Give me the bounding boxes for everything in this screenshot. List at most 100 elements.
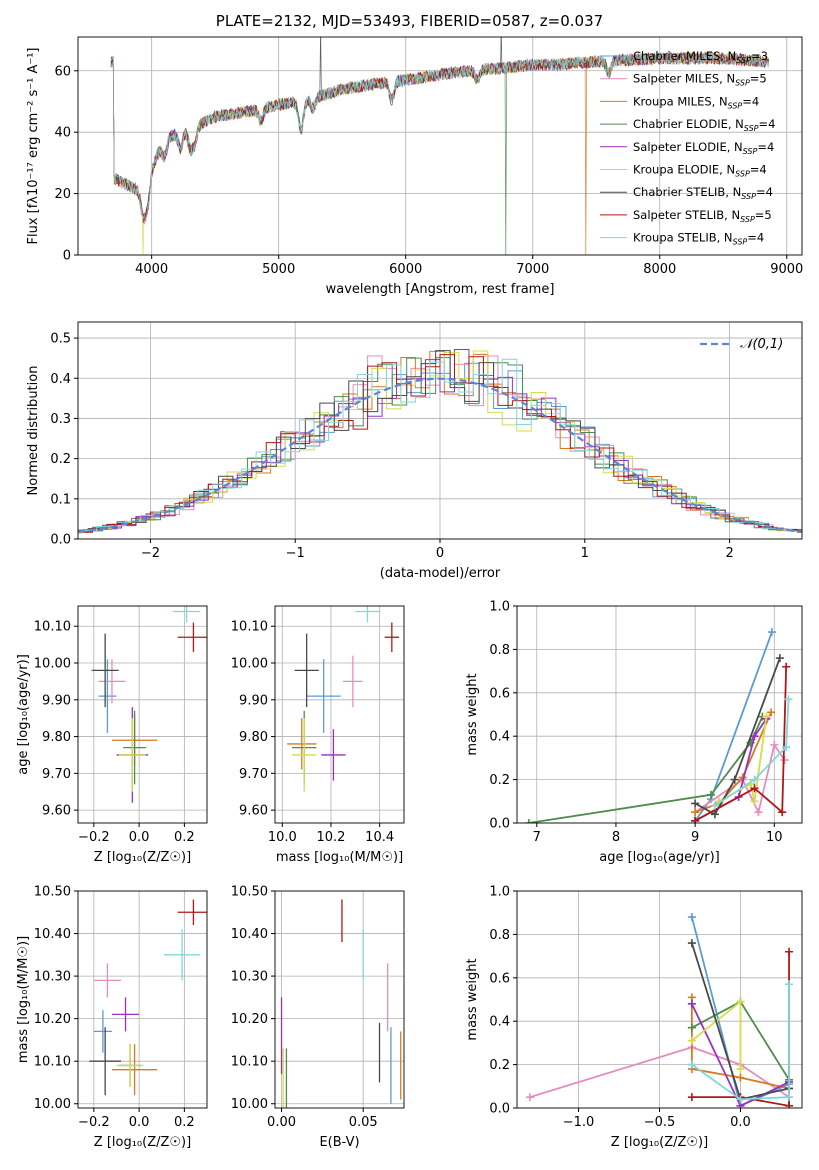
weight-marker [691,816,700,823]
residual-histogram [78,358,802,534]
x-tick-label: 10.4 [365,830,394,845]
weight-marker [687,1036,696,1045]
legend-label: Chabrier ELODIE, NSSP=4 [633,117,775,133]
weight-marker [778,808,787,817]
x-tick-label: 10.0 [268,830,297,845]
x-tick-label: −0.2 [78,1115,110,1130]
weight-marker [687,913,696,922]
figure-title: PLATE=2132, MJD=53493, FIBERID=0587, z=0… [215,12,604,30]
weight-marker [691,808,700,817]
y-tick-label: 9.80 [42,730,71,745]
y-axis-label: mass weight [465,673,480,755]
weight-marker [785,1101,794,1108]
y-tick-label: 10.10 [34,1055,71,1070]
x-axis-label: Z [log₁₀(Z/Z☉)] [94,1135,191,1150]
x-tick-label: 7000 [516,262,549,277]
panel-residuals: −2 −1 0 1 2 0.0 0.1 0.2 0.3 0.4 0.5 (data-model)/er… [26,321,803,581]
y-tick-label: 0.4 [489,730,510,745]
x-tick-label: 9 [691,830,699,845]
axes-frame [274,605,405,824]
y-tick-label: 10.00 [231,657,268,672]
x-tick-label: −1 [286,546,305,561]
weight-marker [785,1093,794,1102]
y-tick-label: 10.30 [34,970,71,985]
axes-frame [516,605,803,824]
x-tick-label: 5000 [262,262,295,277]
weight-marker [770,740,779,749]
panel-mass_vs_Z: −0.2 0.0 0.2 10.00 10.10 10.20 10.30 10.40 10.50… [16,885,208,1150]
x-tick-label: −0.5 [644,1115,676,1130]
y-tick-label: 0.0 [489,817,510,832]
weight-line [714,699,790,807]
weight-marker [750,797,759,806]
x-tick-label: 6000 [389,262,422,277]
normal-curve [78,377,802,534]
grid [275,606,404,823]
y-tick-label: 0.8 [489,928,510,943]
x-axis-label: Z [log₁₀(Z/Z☉)] [611,1135,708,1150]
weight-marker [687,1060,696,1069]
grid [517,891,802,1108]
y-tick-label: 9.70 [42,767,71,782]
weight-marker [782,662,791,671]
y-tick-label: 10.50 [231,885,268,900]
y-tick-label: 9.90 [42,693,71,708]
y-tick-label: 1.0 [489,600,510,615]
x-axis-label: mass [log₁₀(M/M☉)] [276,850,403,865]
legend-label: Salpeter ELODIE, NSSP=4 [633,140,774,156]
weight-marker [785,980,794,989]
x-tick-label: 8000 [643,262,676,277]
x-tick-label: 8 [612,830,620,845]
weight-marker [525,1093,534,1102]
plot-area [517,606,802,823]
y-axis-label: mass weight [465,958,480,1040]
y-tick-label: 0.5 [50,332,71,347]
x-tick-label: 0 [436,546,444,561]
y-tick-label: 10.00 [34,657,71,672]
weight-marker [736,997,745,1006]
panel-weights_vs_age: 7 8 9 10 0.0 0.2 0.4 0.6 0.8 1.0 age [log₁₀(age/yr… [465,600,803,865]
weight-line [528,716,764,823]
weight-marker [754,808,763,817]
y-tick-label: 10.40 [231,927,268,942]
weight-marker [736,1064,745,1073]
y-tick-label: 10.40 [34,927,71,942]
weight-line [694,666,788,822]
weight-marker [691,799,700,808]
weight-marker [736,1095,745,1104]
y-tick-label: 10.20 [231,1012,268,1027]
x-axis-label: Z [log₁₀(Z/Z☉)] [94,850,191,865]
plot-area [78,37,802,255]
weight-marker [687,939,696,948]
weight-marker [730,775,739,784]
x-tick-label: 0.05 [349,1115,378,1130]
weight-marker [750,775,759,784]
x-tick-label: 2 [725,546,733,561]
x-tick-label: −0.2 [78,830,110,845]
y-tick-label: 0.8 [489,643,510,658]
y-tick-label: 9.60 [239,804,268,819]
x-tick-label: 0.0 [129,830,150,845]
weight-marker [687,1023,696,1032]
y-tick-label: 10.10 [231,620,268,635]
weight-marker [524,819,533,823]
y-tick-label: 0.3 [50,412,71,427]
axes-frame [77,890,208,1109]
weight-marker [687,1093,696,1102]
x-axis-label: age [log₁₀(age/yr)] [599,850,720,865]
weight-marker [750,732,759,741]
legend-label: Kroupa ELODIE, NSSP=4 [633,163,767,179]
panel-age_vs_mass: 10.0 10.2 10.4 9.60 9.70 9.80 9.90 10.00 10.10 ma… [231,605,405,865]
weight-marker [710,810,719,819]
y-tick-label: 10.50 [34,885,71,900]
x-axis-label: E(B-V) [319,1135,359,1150]
grid [275,891,404,1108]
y-tick-label: 1.0 [489,885,510,900]
weight-line [694,711,772,813]
weight-marker [782,743,791,752]
axes-frame [77,605,208,824]
y-tick-label: 9.90 [239,693,268,708]
spectrum-line [110,51,769,223]
y-tick-label: 0 [63,249,71,264]
